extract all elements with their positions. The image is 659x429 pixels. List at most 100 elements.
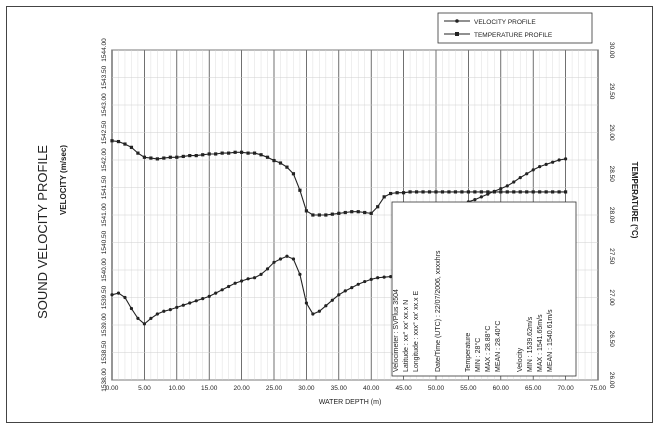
x-tick-label: 10.00 [169, 385, 186, 392]
temperature-point [427, 190, 432, 194]
velocity-point [525, 172, 529, 176]
x-tick-label: 20.00 [233, 385, 250, 392]
velocity-point [337, 293, 341, 297]
temperature-point [246, 151, 250, 155]
velocity-point [240, 279, 244, 283]
temperature-point [531, 190, 535, 194]
y-left-tick-label: 1542.50 [101, 120, 108, 144]
info-line: MEAN : 1540.61m/s [547, 309, 554, 372]
velocity-point [376, 276, 380, 280]
info-line: MIN : 28°C [474, 338, 482, 372]
temperature-point [330, 212, 334, 216]
temperature-point [518, 190, 522, 194]
y-left-tick-label: 1539.00 [101, 313, 108, 337]
velocity-point [155, 312, 159, 316]
info-line: Temperature [465, 333, 472, 372]
temperature-point [525, 190, 529, 194]
legend-box [437, 12, 593, 44]
temperature-point [259, 153, 263, 157]
y-left-tick-label: 1543.50 [101, 65, 108, 89]
y-left-tick-label: 1539.50 [101, 285, 108, 309]
temperature-point [479, 190, 483, 194]
velocity-point [136, 316, 140, 320]
velocity-point [518, 176, 522, 180]
y-right-tick-label: 30.00 [608, 42, 615, 59]
velocity-point [551, 160, 555, 164]
velocity-point [324, 304, 328, 308]
velocity-point [382, 275, 386, 279]
y-axis-right-label: TEMPERATURE (°C) [630, 162, 639, 239]
velocity-point [201, 297, 205, 301]
temperature-point [408, 190, 412, 194]
temperature-point [492, 190, 496, 194]
temperature-point [453, 190, 458, 194]
temperature-point [265, 155, 270, 159]
x-tick-label: 25.00 [266, 385, 283, 392]
temperature-point [298, 188, 302, 192]
legend-temperature-label: TEMPERATURE PROFILE [474, 32, 553, 39]
legend-temperature-marker [455, 32, 459, 36]
velocity-point [557, 158, 561, 162]
velocity-point [343, 289, 347, 293]
velocity-point [356, 282, 360, 286]
temperature-point [291, 172, 296, 176]
temperature-point [512, 190, 516, 194]
velocity-point [505, 184, 509, 188]
temperature-point [402, 191, 406, 195]
velocity-point [285, 254, 289, 258]
velocity-point [252, 276, 257, 280]
temperature-point [337, 211, 341, 215]
temperature-point [538, 190, 542, 194]
info-line: Longitude : xxx° xx' xx.x E [412, 290, 420, 372]
temperature-point [460, 190, 464, 194]
legend-velocity-marker [455, 19, 459, 23]
velocity-point [123, 295, 127, 300]
velocity-point [265, 267, 270, 271]
temperature-point [142, 155, 146, 159]
temperature-point [369, 211, 373, 215]
velocity-point [499, 187, 503, 191]
velocity-point [227, 284, 231, 289]
temperature-point [317, 213, 321, 217]
info-line: MIN : 1539.62m/s [527, 316, 534, 372]
temperature-point [194, 154, 198, 158]
velocity-point [220, 288, 224, 292]
temperature-point [421, 190, 425, 194]
temperature-point [466, 190, 470, 194]
chart-title: SOUND VELOCITY PROFILE [35, 145, 50, 319]
y-right-tick-label: 29.50 [608, 83, 615, 100]
temperature-point [499, 190, 503, 194]
velocity-point [389, 275, 393, 279]
velocity-point [304, 301, 308, 305]
velocity-point [149, 316, 153, 320]
plot-area [110, 139, 568, 326]
info-line: Velocity [517, 347, 524, 372]
velocity-point [278, 257, 283, 261]
velocity-point [246, 277, 250, 281]
y-right-tick-label: 27.50 [608, 248, 615, 265]
velocity-point [298, 272, 302, 276]
temperature-point [181, 154, 185, 159]
velocity-point [175, 305, 179, 309]
temperature-point [110, 139, 114, 143]
info-line: Velocimeter : SVPlus 3504 [393, 289, 400, 372]
temperature-point [376, 205, 380, 209]
y-left-tick-label: 1543.00 [101, 93, 108, 117]
temperature-point [201, 153, 205, 157]
velocity-point [233, 281, 237, 285]
temperature-point [434, 190, 438, 194]
temperature-point [285, 165, 289, 169]
info-line: MAX : 1541.65m/s [537, 314, 544, 372]
velocity-point [129, 306, 134, 311]
info-line: MEAN : 28.40°C [494, 321, 502, 372]
velocity-point [531, 168, 535, 172]
y-right-tick-label: 29.00 [608, 124, 615, 141]
temperature-point [252, 151, 257, 155]
velocity-point [162, 309, 166, 313]
temperature-point [356, 210, 360, 214]
y-left-tick-label: 1541.50 [101, 175, 108, 199]
y-left-tick-label: 1540.50 [101, 230, 108, 254]
temperature-point [382, 195, 386, 199]
temperature-point [123, 142, 127, 146]
